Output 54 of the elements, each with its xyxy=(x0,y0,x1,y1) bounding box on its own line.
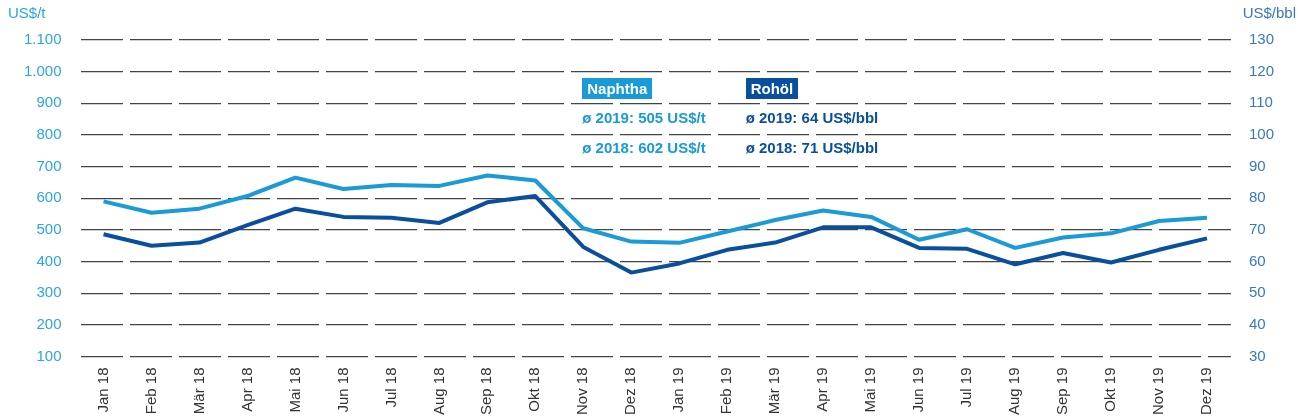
y2-tick-label: 60 xyxy=(1248,251,1266,269)
x-tick-label: Jun 19 xyxy=(909,367,927,413)
y-tick-label: 1.100 xyxy=(23,30,62,48)
y-tick-label: 400 xyxy=(36,251,62,269)
y-tick-label: 900 xyxy=(36,93,62,111)
annotation: ø 2018: 602 US$/t xyxy=(582,136,706,159)
x-tick-label: Mai 18 xyxy=(285,367,303,413)
y-tick-label: 500 xyxy=(36,220,62,238)
annotation: ø 2019: 505 US$/t xyxy=(582,106,706,129)
x-tick-label: Okt 19 xyxy=(1101,367,1119,412)
x-tick-label: Feb 18 xyxy=(141,367,159,415)
x-tick-label: Jun 18 xyxy=(333,367,351,413)
y2-tick-label: 70 xyxy=(1248,220,1266,238)
x-tick-label: Jul 18 xyxy=(381,367,399,408)
y2-tick-label: 120 xyxy=(1248,61,1274,79)
annotation: ø 2018: 71 US$/bbl xyxy=(745,136,879,159)
x-tick-label: Jul 19 xyxy=(957,367,975,408)
x-tick-label: Okt 18 xyxy=(525,367,543,412)
x-tick-label: Mai 19 xyxy=(861,367,879,413)
x-tick-label: Sep 18 xyxy=(477,367,495,416)
y2-tick-label: 30 xyxy=(1248,346,1266,364)
y-tick-label: 700 xyxy=(36,156,62,174)
x-tick-label: Aug 18 xyxy=(429,367,447,416)
x-tick-label: Apr 19 xyxy=(813,367,831,412)
x-tick-label: Mär 19 xyxy=(765,367,783,415)
x-tick-label: Feb 19 xyxy=(717,367,735,415)
y-tick-label: 300 xyxy=(36,283,62,301)
y2-axis-title: US$/bbl xyxy=(1242,3,1296,21)
y-tick-label: 600 xyxy=(36,188,62,206)
x-tick-label: Aug 19 xyxy=(1005,367,1023,416)
y2-tick-label: 110 xyxy=(1248,93,1273,111)
y2-tick-label: 100 xyxy=(1248,125,1274,143)
x-tick-label: Nov 18 xyxy=(573,367,591,415)
x-tick-label: Dez 18 xyxy=(621,367,639,415)
x-tick-label: Nov 19 xyxy=(1149,367,1167,415)
x-tick-label: Apr 18 xyxy=(237,367,255,412)
y-axis-title: US$/t xyxy=(8,3,47,21)
x-tick-label: Jan 18 xyxy=(93,367,111,413)
x-tick-label: Jan 19 xyxy=(669,367,687,413)
y-tick-label: 200 xyxy=(36,314,62,332)
annotation: ø 2019: 64 US$/bbl xyxy=(745,106,879,129)
text: Naphtha xyxy=(582,77,653,99)
y2-tick-label: 80 xyxy=(1248,188,1266,206)
x-tick-label: Sep 19 xyxy=(1053,367,1071,416)
y2-tick-label: 40 xyxy=(1248,314,1266,332)
text: Rohöl xyxy=(745,77,799,99)
y-tick-label: 100 xyxy=(36,346,62,364)
y2-tick-label: 90 xyxy=(1248,156,1266,174)
y-tick-label: 800 xyxy=(36,125,62,143)
y-tick-label: 1.000 xyxy=(23,61,62,79)
x-tick-label: Dez 19 xyxy=(1197,367,1215,415)
x-tick-label: Mär 18 xyxy=(189,367,207,415)
y2-tick-label: 50 xyxy=(1248,283,1266,301)
y2-tick-label: 130 xyxy=(1248,30,1274,48)
